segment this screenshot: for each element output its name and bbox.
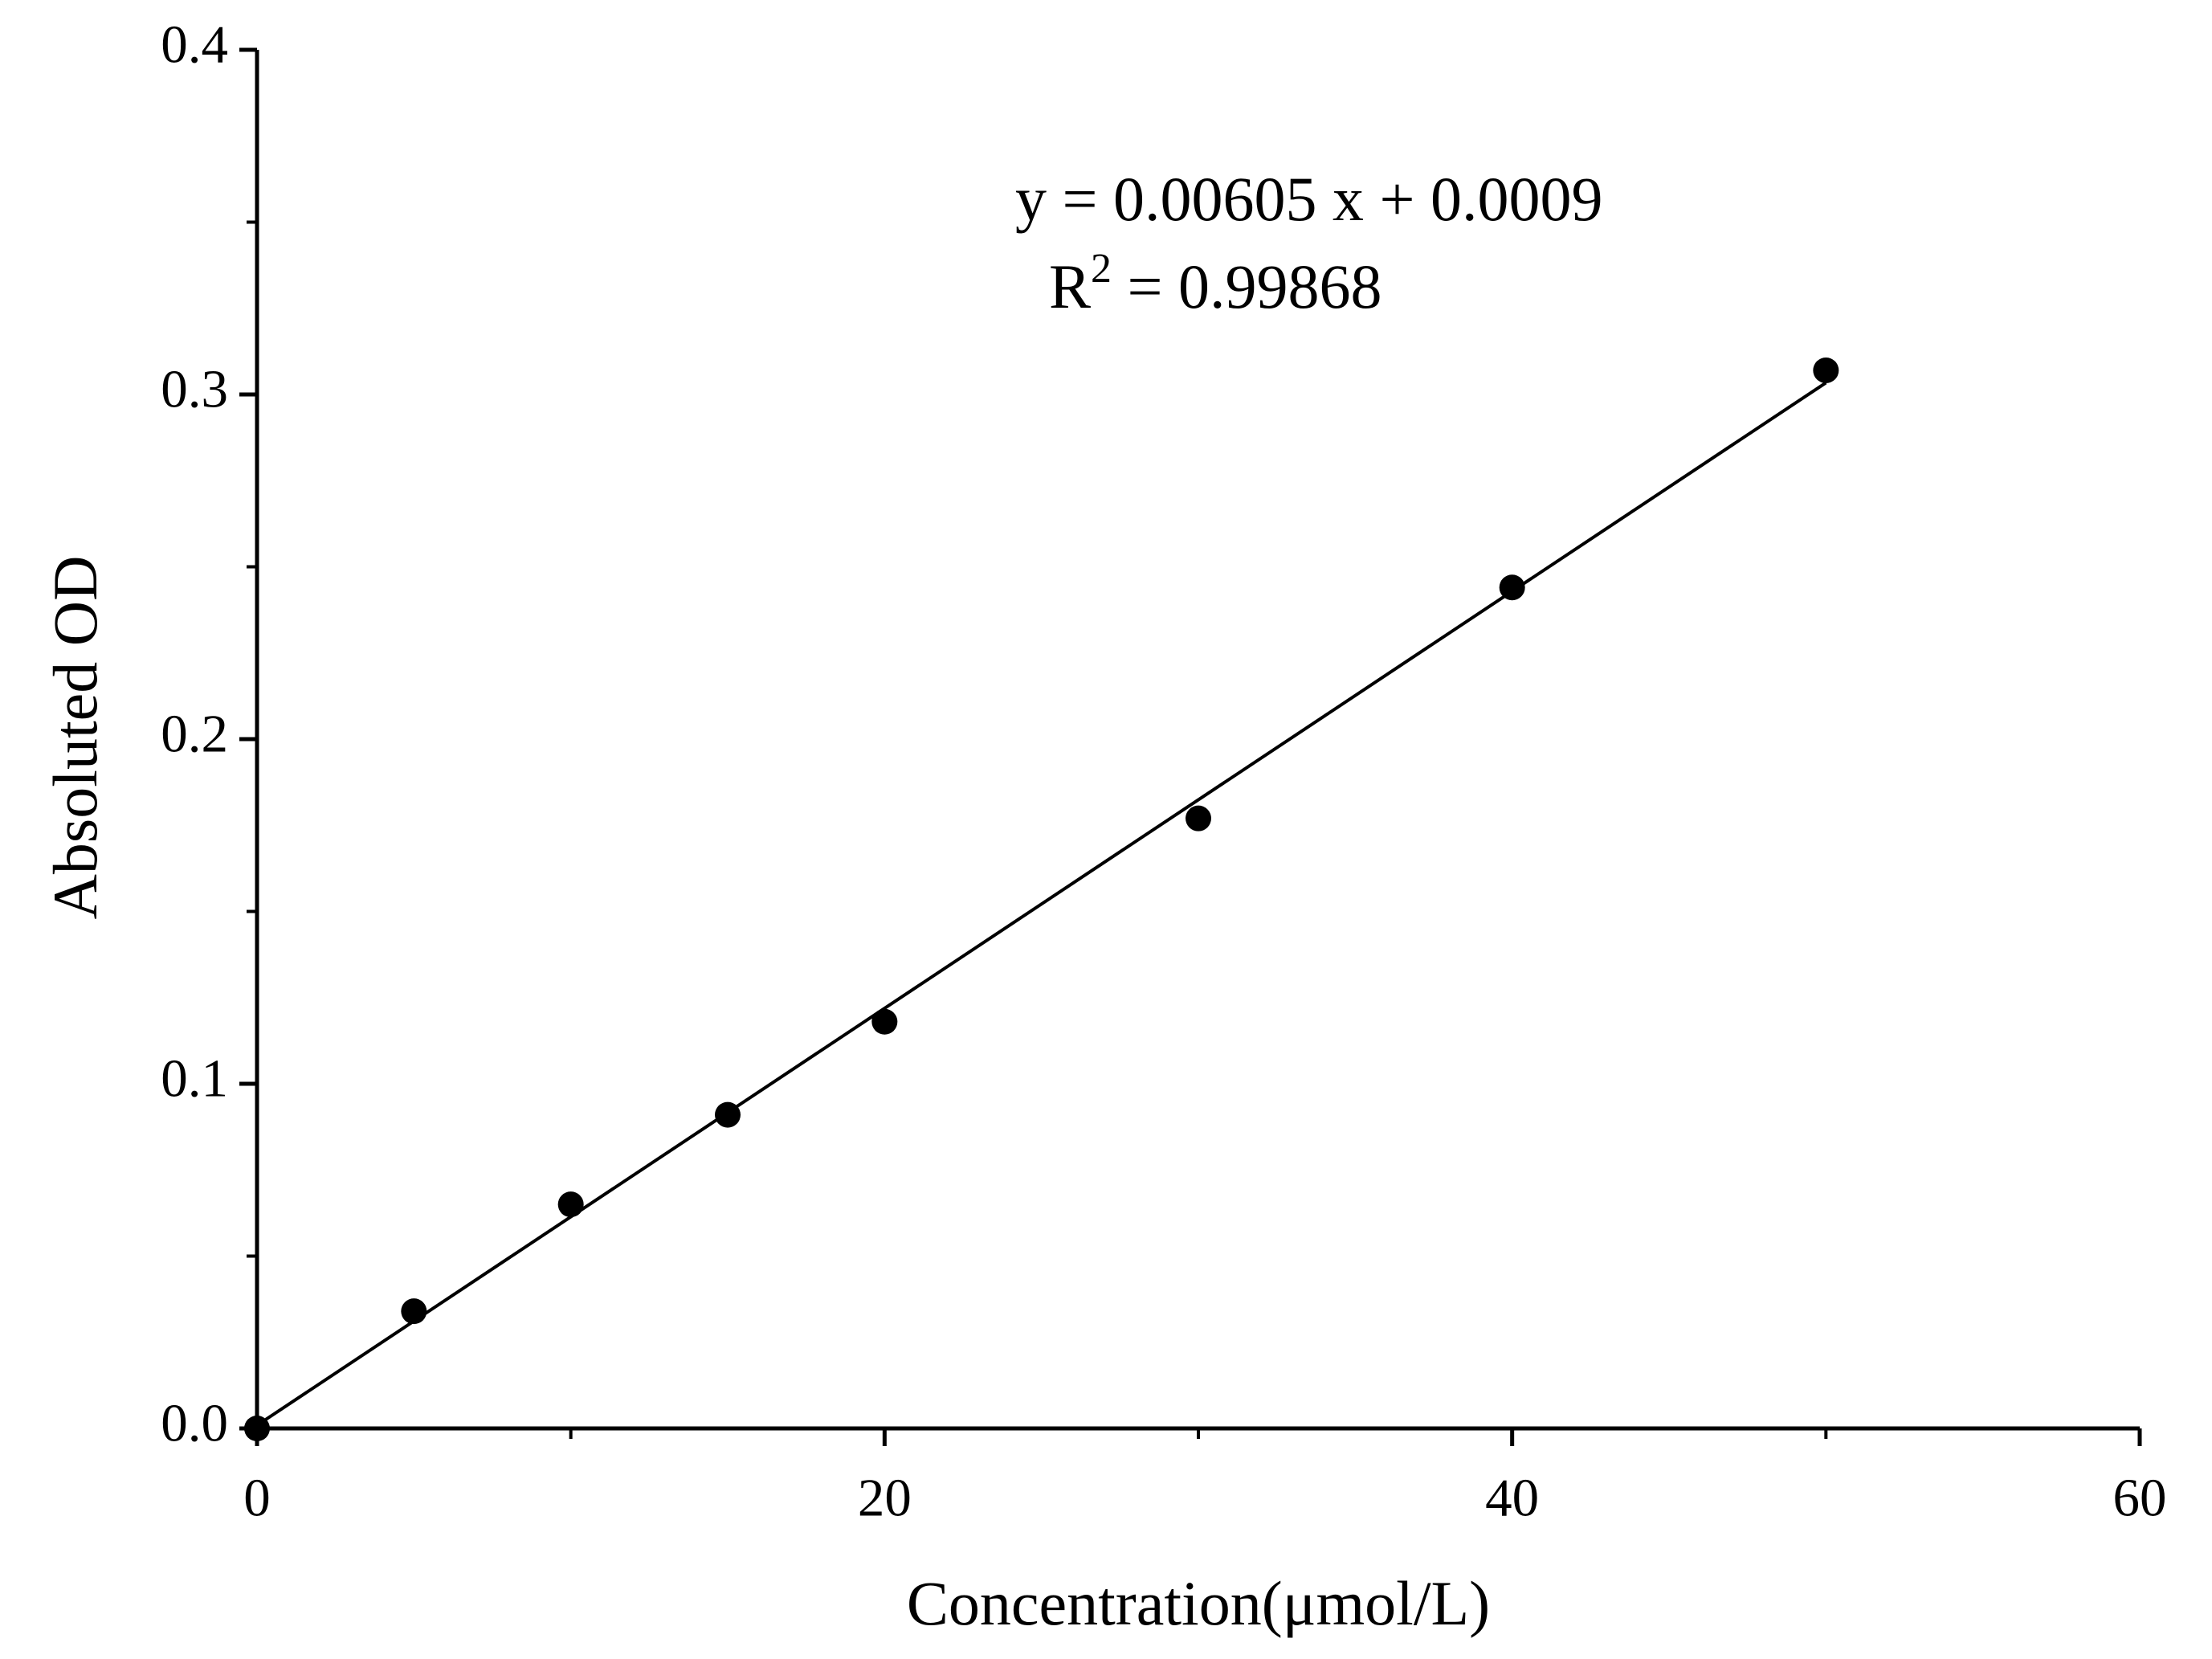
- data-point: [715, 1101, 741, 1128]
- x-tick-label: 60: [2113, 1468, 2167, 1527]
- x-tick-label: 0: [243, 1468, 271, 1527]
- data-point: [871, 1008, 898, 1035]
- fit-line: [255, 381, 1827, 1427]
- y-tick-label: 0.4: [161, 14, 228, 74]
- y-tick-label: 0.1: [161, 1048, 228, 1108]
- r-squared: R2 = 0.99868: [1049, 246, 1382, 321]
- x-axis-title: Concentration(μmol/L): [907, 1568, 1490, 1638]
- data-point: [557, 1191, 584, 1218]
- y-tick-label: 0.2: [161, 704, 228, 763]
- r-label: R: [1049, 251, 1091, 321]
- y-tick-label: 0.3: [161, 359, 228, 419]
- x-tick-label: 20: [858, 1468, 912, 1527]
- data-point: [1186, 805, 1211, 832]
- data-point: [401, 1298, 427, 1325]
- equation: y = 0.00605 x + 0.0009: [1015, 164, 1602, 234]
- data-point: [244, 1416, 270, 1441]
- r-value: = 0.99868: [1112, 251, 1382, 321]
- data-point: [1499, 574, 1525, 601]
- y-axis-title: Absoluted OD: [40, 556, 110, 920]
- data-point: [1813, 357, 1839, 383]
- x-tick-label: 40: [1485, 1468, 1539, 1527]
- y-tick-label: 0.0: [161, 1393, 228, 1453]
- r-superscript: 2: [1091, 246, 1112, 292]
